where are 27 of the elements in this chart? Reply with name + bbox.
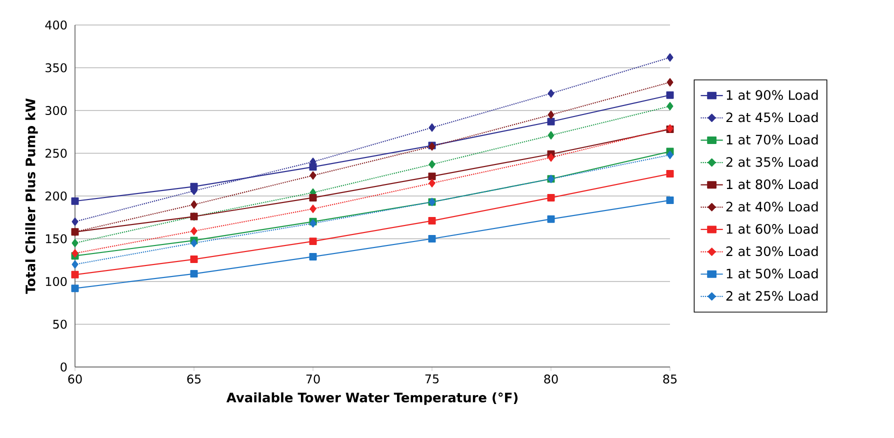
x-tick-label: 85 (663, 374, 677, 384)
legend-label: 1 at 50% Load (726, 268, 818, 278)
x-tick-label: 70 (306, 374, 320, 384)
y-tick-label: 250 (46, 148, 67, 158)
y-tick-label: 150 (46, 234, 67, 244)
legend-label: 1 at 80% Load (726, 179, 818, 190)
y-tick-label: 400 (45, 20, 67, 30)
legend-label: 2 at 45% Load (726, 112, 818, 122)
legend-label: 2 at 30% Load (726, 246, 818, 256)
y-axis-title: Total Chiller Plus Pump kW (25, 98, 38, 294)
legend-label: 2 at 25% Load (726, 290, 818, 301)
y-tick-label: 0 (60, 362, 67, 372)
y-tick-label: 50 (53, 320, 67, 329)
y-tick-label: 200 (46, 191, 67, 201)
x-tick-label: 65 (187, 374, 201, 384)
y-tick-label: 100 (46, 276, 67, 286)
y-tick-label: 300 (46, 106, 67, 116)
legend-label: 1 at 90% Load (726, 90, 818, 100)
legend-label: 2 at 35% Load (726, 156, 818, 167)
legend-label: 1 at 60% Load (726, 224, 818, 234)
legend-label: 2 at 40% Load (726, 201, 818, 212)
x-tick-label: 80 (544, 374, 558, 384)
x-tick-label: 60 (68, 374, 82, 384)
x-axis-title: Available Tower Water Temperature (°F) (226, 392, 518, 405)
legend-label: 1 at 70% Load (726, 134, 818, 145)
y-tick-label: 350 (46, 63, 67, 72)
x-tick-label: 75 (425, 374, 439, 384)
